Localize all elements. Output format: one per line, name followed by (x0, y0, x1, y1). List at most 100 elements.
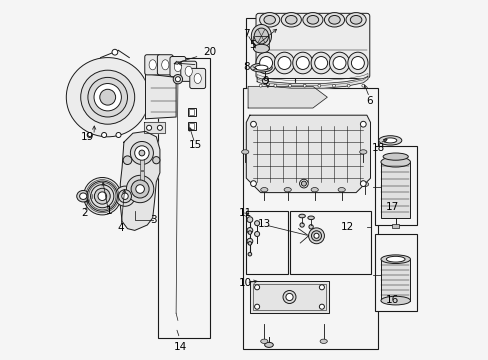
Circle shape (360, 181, 366, 186)
Ellipse shape (328, 15, 340, 24)
Text: 15: 15 (188, 140, 202, 150)
Ellipse shape (380, 255, 409, 264)
Text: 10: 10 (238, 278, 251, 288)
Bar (242, 88, 377, 349)
Circle shape (319, 304, 324, 309)
Ellipse shape (302, 13, 322, 27)
FancyBboxPatch shape (256, 13, 369, 78)
Bar (380, 162, 409, 218)
Circle shape (254, 221, 259, 226)
Bar (140, 171, 144, 182)
Ellipse shape (284, 188, 291, 192)
FancyBboxPatch shape (144, 55, 160, 75)
Text: 1: 1 (105, 206, 112, 216)
Text: 18: 18 (371, 143, 384, 153)
Text: 5: 5 (249, 40, 256, 50)
Circle shape (250, 181, 256, 186)
Circle shape (283, 291, 295, 303)
Bar (392, 224, 398, 228)
Circle shape (91, 185, 114, 208)
Ellipse shape (149, 60, 156, 70)
Ellipse shape (281, 13, 301, 27)
Circle shape (98, 192, 106, 201)
Bar (374, 234, 416, 311)
Circle shape (118, 190, 131, 203)
Circle shape (112, 49, 118, 55)
Ellipse shape (66, 58, 149, 137)
Ellipse shape (264, 342, 273, 347)
Circle shape (259, 84, 262, 87)
Circle shape (301, 181, 306, 186)
Ellipse shape (346, 13, 366, 27)
Circle shape (254, 285, 259, 290)
Circle shape (115, 186, 135, 206)
Ellipse shape (254, 65, 267, 70)
Circle shape (285, 293, 292, 301)
Text: 3: 3 (150, 215, 157, 225)
Ellipse shape (359, 150, 366, 154)
Ellipse shape (81, 70, 134, 124)
Circle shape (247, 242, 251, 245)
Circle shape (299, 179, 307, 188)
Circle shape (116, 132, 121, 138)
Bar (187, 122, 195, 130)
Circle shape (346, 84, 349, 87)
Ellipse shape (174, 62, 181, 72)
Ellipse shape (306, 15, 318, 24)
Circle shape (122, 193, 128, 199)
Ellipse shape (277, 57, 290, 69)
Circle shape (130, 141, 153, 165)
Ellipse shape (241, 150, 248, 154)
Ellipse shape (251, 24, 271, 48)
Bar (246, 18, 294, 88)
Circle shape (173, 75, 182, 84)
Text: 14: 14 (173, 342, 187, 352)
Circle shape (102, 132, 106, 138)
Ellipse shape (349, 15, 361, 24)
Polygon shape (120, 131, 160, 230)
Bar (188, 109, 194, 115)
Ellipse shape (320, 339, 326, 343)
Ellipse shape (378, 136, 401, 145)
Bar (374, 146, 416, 225)
Circle shape (131, 180, 149, 198)
Circle shape (360, 121, 366, 127)
Ellipse shape (329, 52, 349, 74)
Circle shape (126, 175, 153, 203)
Circle shape (273, 84, 276, 87)
Circle shape (308, 225, 313, 229)
Ellipse shape (77, 190, 89, 202)
Circle shape (247, 231, 251, 234)
Circle shape (175, 77, 180, 82)
Ellipse shape (351, 57, 364, 69)
Circle shape (303, 84, 305, 87)
Text: 20: 20 (203, 47, 216, 57)
Circle shape (254, 231, 259, 237)
Text: 9: 9 (262, 76, 268, 86)
Ellipse shape (310, 52, 330, 74)
Circle shape (246, 217, 252, 222)
Text: 16: 16 (386, 295, 399, 305)
FancyBboxPatch shape (157, 55, 173, 75)
Ellipse shape (292, 52, 312, 74)
Ellipse shape (298, 214, 305, 218)
Text: 2: 2 (81, 208, 88, 218)
Circle shape (246, 238, 252, 244)
Ellipse shape (382, 153, 407, 160)
Text: 19: 19 (81, 132, 94, 142)
Text: 13: 13 (257, 219, 270, 229)
Ellipse shape (250, 63, 272, 72)
Text: 17: 17 (386, 202, 399, 212)
Text: 12: 12 (341, 222, 354, 232)
Circle shape (83, 177, 121, 215)
Circle shape (136, 185, 144, 193)
Bar (245, 211, 287, 274)
Circle shape (250, 121, 256, 127)
Circle shape (262, 78, 268, 84)
Ellipse shape (264, 15, 275, 24)
Ellipse shape (296, 57, 309, 69)
Circle shape (134, 146, 149, 160)
Ellipse shape (88, 77, 127, 117)
Circle shape (254, 304, 259, 309)
Bar (289, 211, 370, 274)
